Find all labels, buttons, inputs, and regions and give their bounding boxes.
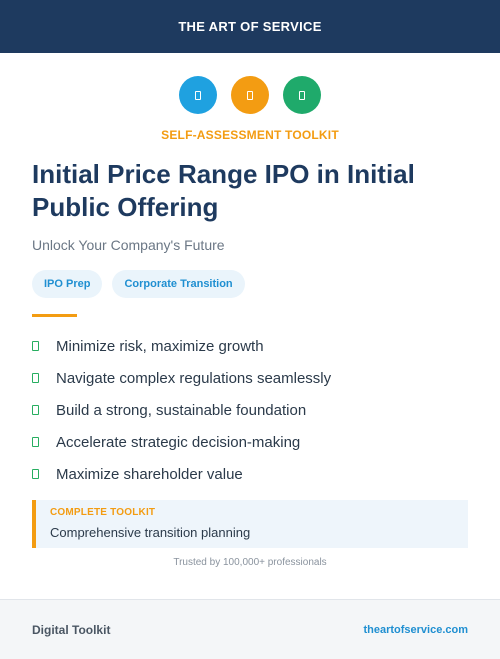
document-icon <box>247 90 253 100</box>
check-icon <box>32 469 39 479</box>
header-bar: THE ART OF SERVICE <box>0 0 500 53</box>
callout-label: COMPLETE TOOLKIT <box>50 507 156 518</box>
document-icon <box>299 90 305 100</box>
benefit-list: Minimize risk, maximize growth Navigate … <box>32 330 331 490</box>
page-title: Initial Price Range IPO in Initial Publi… <box>32 159 415 222</box>
website-link[interactable]: theartofservice.com <box>363 623 468 636</box>
benefit-item: Navigate complex regulations seamlessly <box>32 362 331 394</box>
brand-name: THE ART OF SERVICE <box>178 19 322 34</box>
benefit-text: Build a strong, sustainable foundation <box>56 401 307 419</box>
check-icon <box>32 341 39 351</box>
check-icon <box>32 373 39 383</box>
check-icon <box>32 405 39 415</box>
footer-label: Digital Toolkit <box>32 622 111 637</box>
accent-divider <box>32 314 77 317</box>
benefit-text: Accelerate strategic decision-making <box>56 433 301 451</box>
tag-list: IPO Prep Corporate Transition <box>32 270 245 298</box>
toolkit-callout: COMPLETE TOOLKIT Comprehensive transitio… <box>32 500 468 548</box>
check-icon <box>32 437 39 447</box>
icon-row <box>0 76 500 114</box>
subtitle: Unlock Your Company's Future <box>32 237 225 253</box>
benefit-text: Navigate complex regulations seamlessly <box>56 369 332 387</box>
icon-circle-2 <box>231 76 269 114</box>
footer-bar: Digital Toolkit theartofservice.com <box>0 599 500 659</box>
benefit-item: Minimize risk, maximize growth <box>32 330 331 362</box>
benefit-text: Minimize risk, maximize growth <box>56 337 264 355</box>
benefit-text: Maximize shareholder value <box>56 465 243 483</box>
tag-corporate-transition: Corporate Transition <box>112 270 245 298</box>
trusted-note: Trusted by 100,000+ professionals <box>173 557 327 568</box>
benefit-item: Build a strong, sustainable foundation <box>32 394 331 426</box>
toolkit-kicker: SELF-ASSESSMENT TOOLKIT <box>161 128 339 142</box>
icon-circle-1 <box>179 76 217 114</box>
benefit-item: Maximize shareholder value <box>32 458 331 490</box>
icon-circle-3 <box>283 76 321 114</box>
document-icon <box>195 90 201 100</box>
callout-text: Comprehensive transition planning <box>50 525 251 540</box>
tag-ipo-prep: IPO Prep <box>32 270 103 298</box>
benefit-item: Accelerate strategic decision-making <box>32 426 331 458</box>
